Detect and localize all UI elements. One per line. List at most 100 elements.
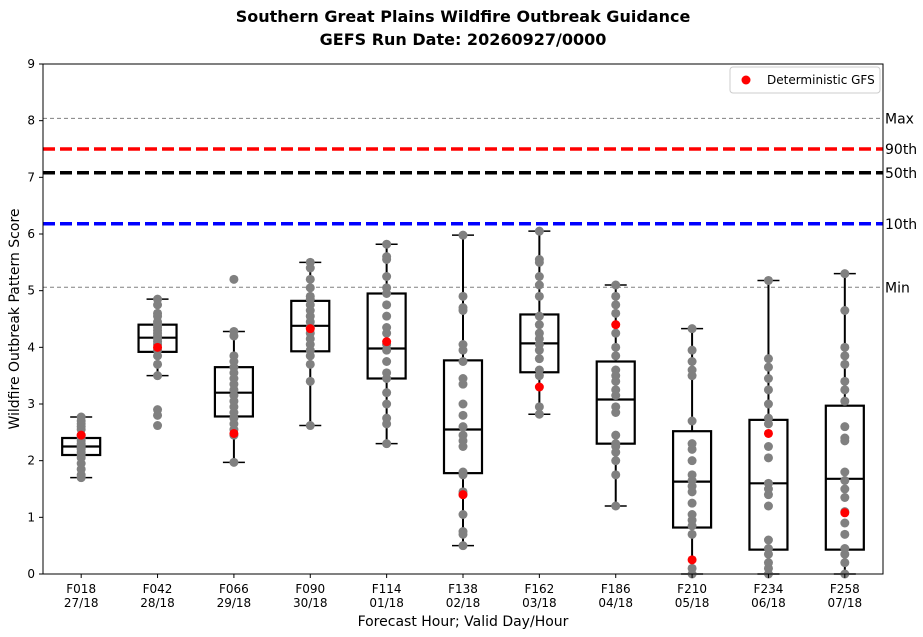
member-point [611, 291, 621, 301]
member-point [534, 365, 544, 375]
member-point [382, 388, 392, 398]
x-tick-label-hour: F018 [66, 582, 96, 596]
member-point [153, 294, 163, 304]
member-point [763, 535, 773, 545]
member-point [611, 439, 621, 449]
member-point [458, 510, 468, 519]
member-point [611, 308, 621, 318]
member-point [687, 498, 697, 508]
member-point [382, 439, 392, 449]
x-tick-label-hour: F234 [754, 582, 784, 596]
member-point [458, 291, 468, 301]
x-tick-label-hour: F066 [219, 582, 249, 596]
member-point [611, 501, 621, 511]
member-point [382, 323, 392, 332]
member-point [687, 456, 697, 466]
y-tick-label: 9 [27, 57, 35, 71]
y-tick-label: 1 [27, 510, 35, 524]
member-point [763, 354, 773, 364]
x-tick-label-valid: 01/18 [369, 596, 404, 610]
member-point [382, 311, 392, 321]
x-tick-label-valid: 30/18 [293, 596, 328, 610]
member-point [153, 405, 163, 415]
reference-label-min: Min [885, 280, 910, 296]
reference-lines: Max 90th 50th 10th Min [43, 111, 917, 296]
member-point [840, 433, 850, 443]
member-point [458, 357, 468, 366]
member-point [153, 421, 163, 431]
y-tick-label: 8 [27, 114, 35, 128]
member-point [382, 368, 392, 378]
reference-label-50th: 50th [885, 166, 917, 182]
deterministic-point [305, 324, 315, 334]
member-point [763, 385, 773, 395]
member-point [611, 385, 621, 395]
member-point [382, 252, 392, 262]
deterministic-point [763, 428, 773, 438]
member-point [840, 269, 850, 279]
member-point [534, 291, 544, 301]
x-tick-label-valid: 04/18 [598, 596, 633, 610]
member-point [687, 357, 697, 366]
member-point [611, 402, 621, 412]
member-point [534, 409, 544, 419]
member-point [611, 351, 621, 361]
x-tick-label-hour: F090 [295, 582, 325, 596]
member-point [763, 442, 773, 451]
member-point [382, 300, 392, 310]
member-point [458, 422, 468, 432]
member-point [534, 280, 544, 290]
y-tick-label: 3 [27, 397, 35, 411]
y-tick-label: 6 [27, 227, 35, 241]
member-point [840, 558, 850, 568]
member-point [458, 374, 468, 383]
member-point [229, 326, 239, 336]
y-tick-label: 7 [27, 170, 35, 184]
x-tick-label-hour: F114 [372, 582, 402, 596]
member-point [840, 306, 850, 315]
member-point [611, 456, 621, 466]
member-point [611, 470, 621, 480]
member-point [611, 342, 621, 352]
member-point [611, 300, 621, 310]
member-point [153, 359, 163, 369]
member-point [458, 410, 468, 420]
x-tick-label-valid: 28/18 [140, 596, 175, 610]
member-point [840, 544, 850, 553]
member-point [840, 342, 850, 352]
member-point [534, 226, 544, 236]
deterministic-point [76, 430, 86, 440]
member-point [229, 351, 239, 361]
member-point [382, 357, 392, 366]
legend-marker [741, 75, 751, 85]
x-tick-label-hour: F138 [448, 582, 478, 596]
y-tick-label: 4 [27, 340, 35, 354]
legend: Deterministic GFS [729, 66, 881, 94]
member-point [687, 439, 697, 449]
member-point [382, 272, 392, 281]
deterministic-point [153, 342, 163, 352]
member-point [840, 476, 850, 485]
member-point [458, 430, 468, 440]
member-point [305, 283, 315, 293]
deterministic-point [611, 320, 621, 330]
member-point [840, 422, 850, 432]
member-point [840, 351, 850, 361]
chart-title: Southern Great Plains Wildfire Outbreak … [236, 7, 691, 26]
legend-label: Deterministic GFS [767, 73, 875, 87]
member-point [534, 402, 544, 412]
member-point [534, 255, 544, 264]
reference-label-max: Max [885, 111, 914, 127]
member-point [687, 470, 697, 480]
member-point [458, 527, 468, 536]
member-point [458, 230, 468, 240]
x-tick-label-hour: F162 [524, 582, 554, 596]
member-point [305, 274, 315, 284]
member-point [687, 365, 697, 375]
x-tick-label-valid: 29/18 [217, 596, 252, 610]
member-point [840, 493, 850, 502]
deterministic-point [840, 508, 850, 518]
member-point [687, 563, 697, 573]
